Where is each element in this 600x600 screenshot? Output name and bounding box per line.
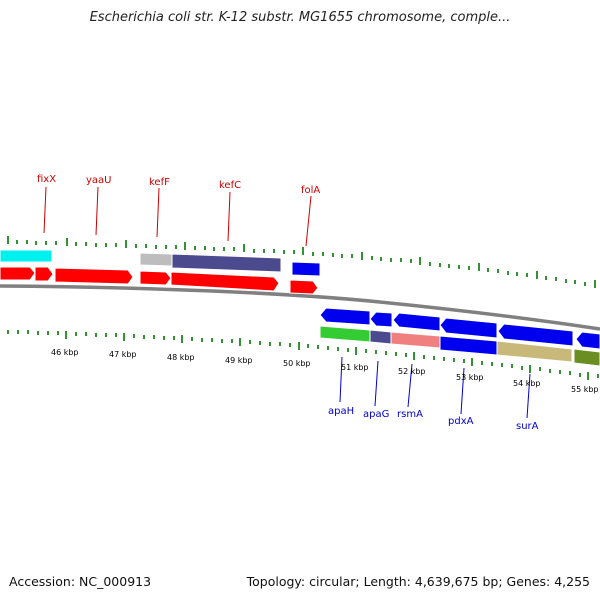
feature-bar-green[interactable] bbox=[319, 325, 371, 343]
feature-bar-grey[interactable] bbox=[139, 252, 173, 267]
top-gene-row bbox=[0, 261, 321, 295]
feature-bar-olive[interactable] bbox=[573, 348, 600, 367]
gene-label-fixX: fixX bbox=[37, 174, 56, 185]
gene-arrow[interactable] bbox=[575, 331, 600, 350]
gene-arrow[interactable] bbox=[170, 271, 280, 292]
gene-arrow[interactable] bbox=[289, 279, 319, 295]
gene-label-kefF: kefF bbox=[149, 177, 170, 188]
chromosome-backbone bbox=[0, 284, 600, 331]
gene-arrow[interactable] bbox=[369, 311, 393, 328]
kbp-label: 51 kbp bbox=[341, 363, 369, 372]
kbp-label: 53 kbp bbox=[456, 373, 484, 382]
topology-label: Topology: circular; Length: 4,639,675 bp… bbox=[246, 574, 590, 589]
kbp-label: 49 kbp bbox=[225, 356, 253, 365]
map-title: Escherichia coli str. K-12 substr. MG165… bbox=[89, 10, 511, 25]
gene-label-apaH: apaH bbox=[328, 406, 354, 417]
bottom-leader-lines bbox=[339, 356, 531, 419]
feature-bar-slate[interactable] bbox=[171, 253, 282, 273]
feature-bar-cyan[interactable] bbox=[0, 249, 53, 263]
gene-arrow[interactable] bbox=[319, 307, 371, 326]
gene-arrow[interactable] bbox=[439, 317, 498, 339]
gene-arrow[interactable] bbox=[291, 261, 321, 277]
gene-label-rsmA: rsmA bbox=[397, 409, 423, 420]
kbp-label: 48 kbp bbox=[167, 353, 195, 362]
kbp-label: 54 kbp bbox=[513, 379, 541, 388]
gene-label-pdxA: pdxA bbox=[448, 416, 474, 427]
feature-bar-salmon[interactable] bbox=[390, 331, 441, 349]
kbp-label: 46 kbp bbox=[51, 348, 79, 357]
gene-arrow[interactable] bbox=[34, 266, 54, 282]
gene-arrow[interactable] bbox=[139, 270, 172, 286]
accession-label: Accession: NC_000913 bbox=[9, 574, 152, 589]
bottom-feature-bars bbox=[319, 325, 600, 367]
gene-arrow[interactable] bbox=[392, 312, 441, 332]
bottom-tick-ruler bbox=[7, 330, 599, 380]
gene-label-folA: folA bbox=[301, 185, 320, 196]
gene-label-yaaU: yaaU bbox=[86, 175, 112, 186]
feature-bar-slate[interactable] bbox=[369, 329, 392, 345]
kbp-label: 52 kbp bbox=[398, 367, 426, 376]
bottom-gene-row bbox=[319, 307, 600, 350]
feature-bar-khaki[interactable] bbox=[496, 340, 573, 363]
gene-label-kefC: kefC bbox=[219, 180, 241, 191]
kbp-label: 50 kbp bbox=[283, 359, 311, 368]
gene-label-surA: surA bbox=[516, 421, 539, 432]
top-tick-ruler bbox=[7, 236, 596, 288]
top-feature-bars bbox=[0, 249, 282, 273]
gene-arrow[interactable] bbox=[0, 266, 36, 281]
top-leader-lines bbox=[43, 186, 312, 247]
gene-arrow[interactable] bbox=[54, 267, 134, 285]
gene-label-apaG: apaG bbox=[363, 409, 389, 420]
feature-bar-blue[interactable] bbox=[439, 335, 498, 356]
kbp-label: 55 kbp bbox=[571, 385, 599, 394]
gene-arrow[interactable] bbox=[497, 323, 574, 347]
kbp-label: 47 kbp bbox=[109, 350, 137, 359]
